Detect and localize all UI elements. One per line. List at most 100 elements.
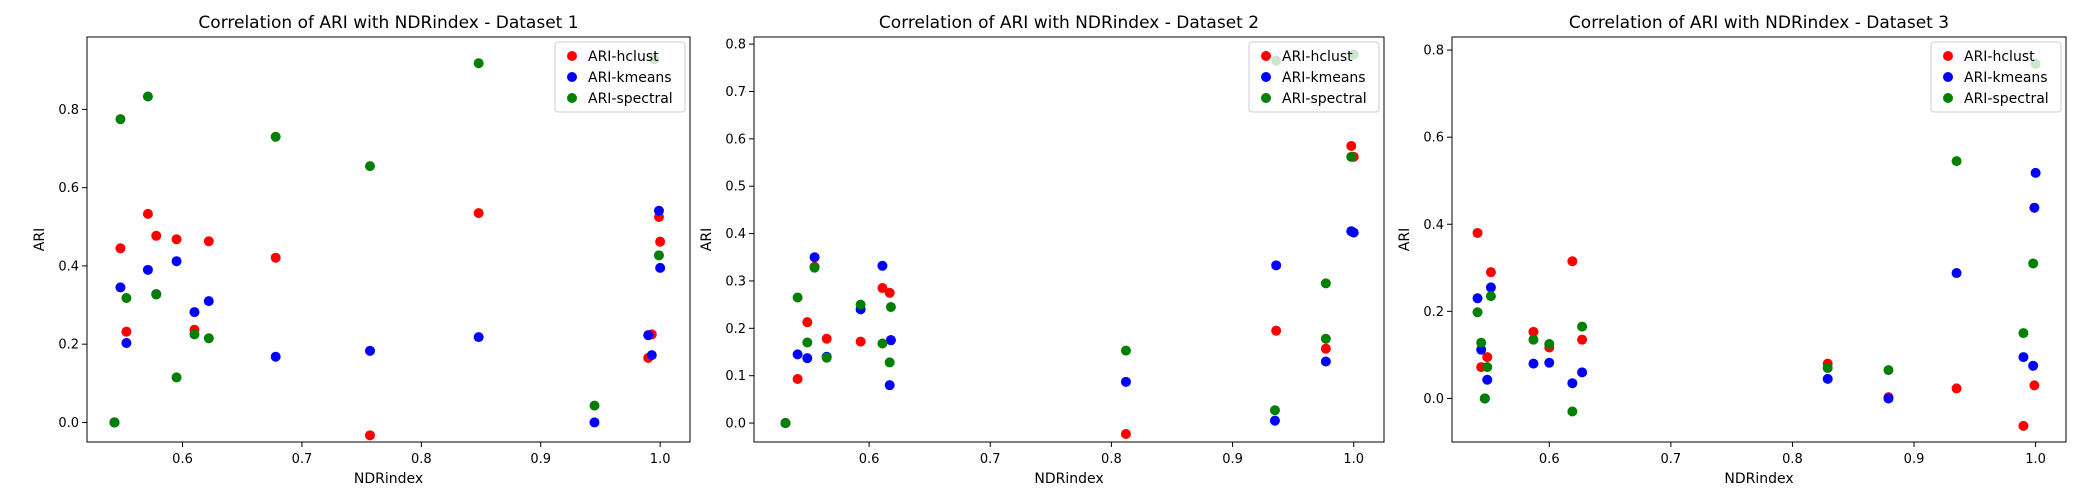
data-point <box>792 292 803 303</box>
data-point <box>1544 339 1555 350</box>
data-point <box>884 287 895 298</box>
data-point <box>1320 278 1331 289</box>
data-point <box>1482 352 1493 363</box>
y-axis-label: ARI <box>699 228 715 251</box>
data-point <box>884 357 895 368</box>
data-point <box>473 332 484 343</box>
data-point <box>203 296 214 307</box>
x-axis-label: NDRindex <box>354 471 423 487</box>
y-tick-label: 0.8 <box>1423 44 1444 59</box>
data-point <box>855 336 866 347</box>
y-tick-label: 0.4 <box>58 259 79 274</box>
legend-label: ARI-kmeans <box>588 70 672 86</box>
data-point <box>270 131 281 142</box>
data-point <box>142 208 153 219</box>
data-point <box>792 349 803 360</box>
data-point <box>115 114 126 125</box>
subplot-3: Correlation of ARI with NDRindex - Datas… <box>1397 13 2067 487</box>
data-point <box>1951 156 1962 167</box>
data-point <box>780 418 791 429</box>
data-point <box>1346 151 1357 162</box>
data-point <box>884 380 895 391</box>
axes-frame <box>753 36 1385 443</box>
x-tick-label: 1.0 <box>650 452 671 467</box>
data-point <box>2029 202 2040 213</box>
x-axis-label: NDRindex <box>1034 471 1103 487</box>
data-point <box>1482 374 1493 385</box>
data-point <box>802 337 813 348</box>
x-tick-label: 0.6 <box>1539 452 1560 467</box>
chart-title: Correlation of ARI with NDRindex - Datas… <box>1569 13 1949 33</box>
legend-label: ARI-spectral <box>588 91 673 107</box>
x-tick-label: 0.6 <box>859 452 880 467</box>
y-tick-label: 0.0 <box>725 417 746 432</box>
data-point <box>885 302 896 312</box>
y-tick-label: 0.1 <box>725 369 746 384</box>
data-point <box>121 326 132 337</box>
legend-label: ARI-kmeans <box>1964 70 2048 86</box>
data-point <box>473 208 484 219</box>
data-point <box>2018 352 2029 363</box>
data-point <box>1269 405 1280 416</box>
data-point <box>189 307 200 318</box>
data-point <box>1567 256 1578 267</box>
data-point <box>1476 344 1487 355</box>
data-point <box>1883 393 1894 404</box>
x-tick-label: 1.0 <box>2025 452 2046 467</box>
data-point <box>1951 268 1962 279</box>
x-tick-label: 0.6 <box>172 452 193 467</box>
data-point <box>364 161 375 172</box>
data-point <box>1577 334 1588 345</box>
data-point <box>589 417 600 428</box>
y-tick-label: 0.0 <box>58 416 79 431</box>
series-ARI-kmeans <box>109 205 666 428</box>
y-tick-label: 0.3 <box>725 274 746 289</box>
data-point <box>203 236 214 247</box>
data-point <box>142 264 153 275</box>
data-point <box>1567 406 1578 417</box>
x-tick-label: 0.9 <box>1904 452 1925 467</box>
data-point <box>189 329 200 340</box>
data-point <box>877 283 888 294</box>
legend: ARI-hclust ARI-kmeans ARI-spectral <box>1930 41 2062 113</box>
data-point <box>1346 140 1357 151</box>
data-point <box>1472 227 1483 238</box>
x-tick-label: 0.7 <box>292 452 313 467</box>
y-tick-label: 0.2 <box>58 338 79 353</box>
data-point <box>653 250 664 261</box>
legend-marker <box>1261 72 1271 82</box>
data-point <box>1577 321 1588 332</box>
legend-marker <box>567 51 577 61</box>
data-point <box>1320 333 1331 344</box>
data-point <box>1822 373 1833 384</box>
subplot-2: Correlation of ARI with NDRindex - Datas… <box>699 13 1385 487</box>
data-point <box>1528 326 1539 337</box>
data-point <box>821 333 832 344</box>
data-point <box>1472 293 1483 304</box>
data-point <box>1479 393 1490 404</box>
y-tick-label: 0.4 <box>725 227 746 242</box>
legend-box <box>554 41 686 113</box>
data-point <box>1120 345 1131 356</box>
data-point <box>121 293 132 303</box>
data-point <box>1120 428 1131 439</box>
chart-title: Correlation of ARI with NDRindex - Datas… <box>879 13 1259 33</box>
data-point <box>2028 360 2039 371</box>
data-point <box>809 252 820 263</box>
data-point <box>1482 362 1493 373</box>
x-tick-label: 0.8 <box>411 452 432 467</box>
x-tick-label: 0.7 <box>980 452 1001 467</box>
y-axis-label: ARI <box>32 228 48 251</box>
axes-frame <box>86 36 691 443</box>
y-tick-label: 0.6 <box>58 181 79 196</box>
data-point <box>809 262 820 273</box>
data-point <box>802 353 813 364</box>
legend-marker <box>1261 51 1271 61</box>
x-axis-label: NDRindex <box>1724 471 1793 487</box>
data-point <box>1577 367 1588 378</box>
data-point <box>646 350 657 361</box>
data-point <box>821 352 832 363</box>
axes-frame <box>1451 36 2067 443</box>
y-tick-label: 0.8 <box>725 38 746 53</box>
